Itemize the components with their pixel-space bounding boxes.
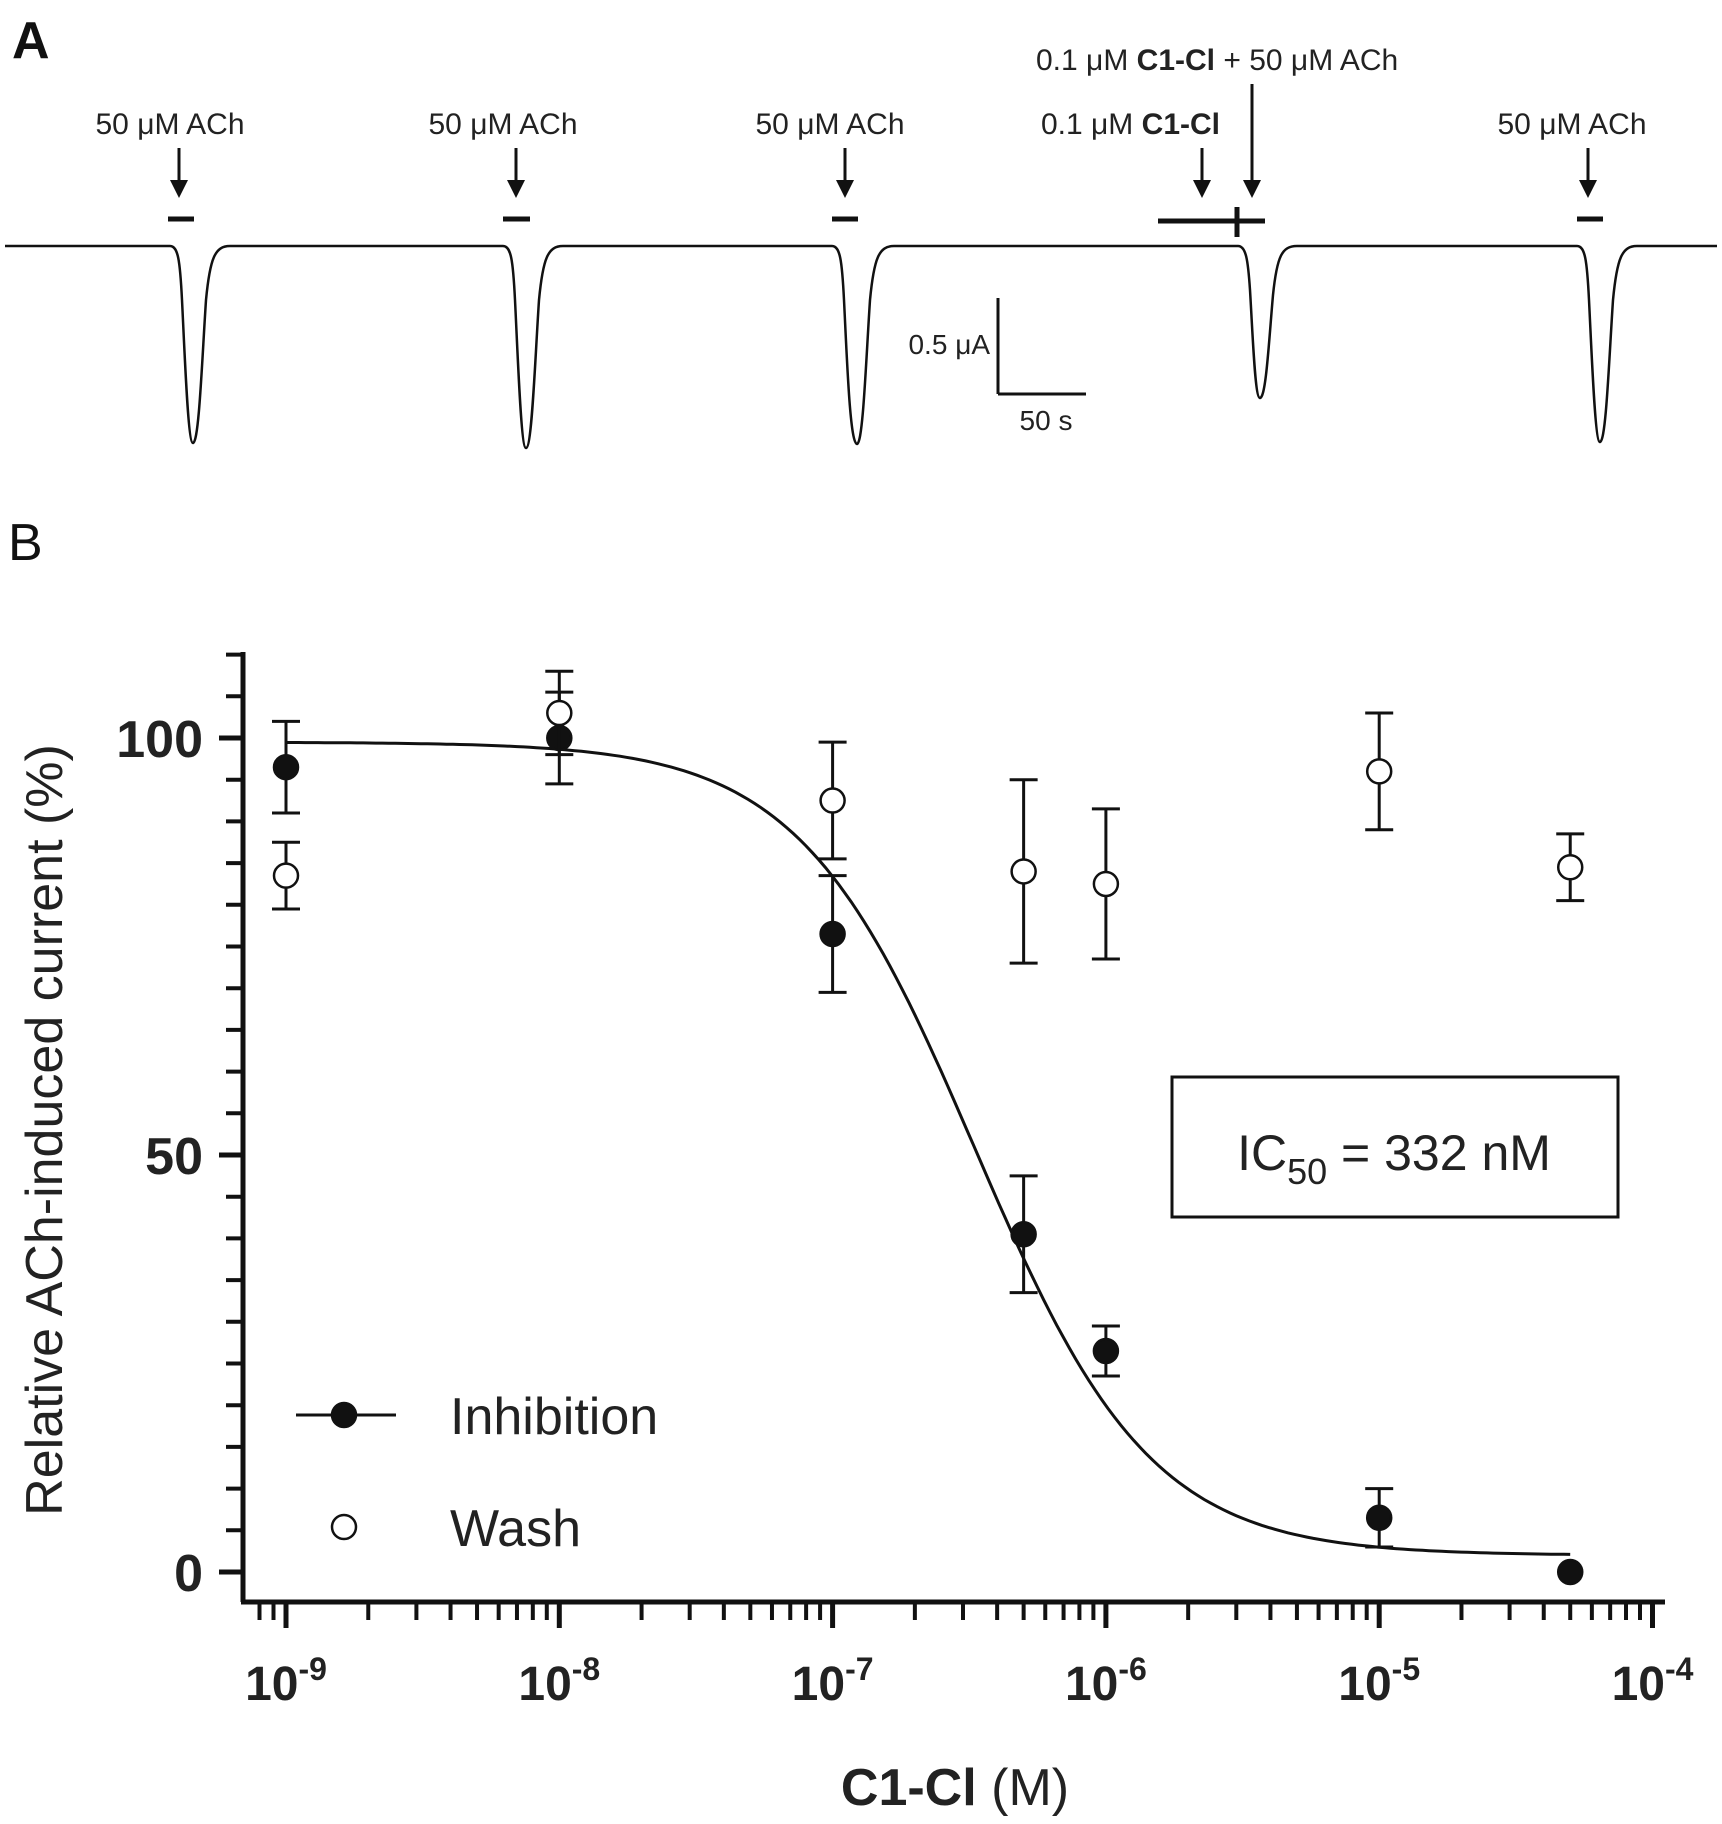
legend-label-wash: Wash — [450, 1500, 581, 1558]
panel-b-letter: B — [8, 514, 43, 572]
ic50-box: IC50 = 332 nM — [1170, 1075, 1620, 1219]
x-tick-label: 10-6 — [1065, 1651, 1147, 1711]
app-label-combo: 0.1 μM C1-Cl + 50 μM ACh — [1036, 44, 1398, 77]
x-tick-label: 10-4 — [1612, 1651, 1694, 1711]
data-point-inhibition — [1010, 1220, 1037, 1248]
ic50-prefix: IC — [1237, 1125, 1287, 1181]
data-point-wash — [1010, 858, 1037, 885]
data-point-wash — [546, 699, 573, 727]
x-ticks — [257, 1602, 1655, 1628]
arrow-5 — [1579, 148, 1597, 198]
app-label-2: 50 μM ACh — [428, 108, 577, 141]
data-point-wash — [819, 787, 846, 814]
arrow-3 — [836, 148, 854, 198]
y-axis-title: Relative ACh-induced current (%) — [16, 744, 74, 1516]
fit-curve — [286, 741, 1571, 1556]
legend-marker-inhibition — [330, 1401, 358, 1429]
data-point-wash — [1556, 854, 1584, 881]
y-tick-label: 100 — [116, 711, 203, 769]
y-tick-labels: 0 50 100 — [116, 711, 203, 1603]
x-tick-label: 10-8 — [518, 1651, 600, 1711]
current-trace — [5, 244, 1717, 450]
data-point-wash — [1092, 870, 1120, 898]
panel-b: B 0 50 100 10-9 10-8 10-7 10-6 10-5 10-4 Relati… — [8, 514, 1694, 1817]
x-axis-title-bold: C1-Cl — [841, 1759, 977, 1817]
app-label-combo-name: C1-Cl — [1137, 44, 1215, 77]
ic50-text: IC50 = 332 nM — [1237, 1125, 1551, 1192]
data-point-wash — [272, 862, 300, 889]
y-ticks — [219, 652, 243, 1575]
x-tick-label: 10-5 — [1338, 1651, 1420, 1711]
y-tick-label: 50 — [145, 1128, 203, 1186]
arrow-c1cl — [1193, 148, 1211, 198]
scale-time-label: 50 s — [1020, 405, 1073, 436]
data-point-inhibition — [1092, 1337, 1120, 1365]
app-label-c1cl-name: C1-Cl — [1142, 108, 1220, 141]
legend-item-wash: Wash — [330, 1500, 581, 1558]
series-wash — [272, 669, 1585, 965]
app-label-1: 50 μM ACh — [95, 108, 244, 141]
legend: Inhibition Wash — [296, 1388, 658, 1558]
legend-label-inhibition: Inhibition — [450, 1388, 658, 1446]
data-point-inhibition — [1365, 1504, 1393, 1532]
dose-response-chart: 0 50 100 10-9 10-8 10-7 10-6 10-5 10-4 — [116, 652, 1694, 1711]
app-label-c1cl: 0.1 μM C1-Cl — [1041, 108, 1220, 141]
data-point-inhibition — [272, 753, 300, 781]
y-tick-label: 0 — [174, 1545, 203, 1603]
scale-current-label: 0.5 μA — [908, 329, 990, 360]
x-axis-title: C1-Cl (M) — [841, 1759, 1069, 1817]
ic50-value: = 332 nM — [1327, 1125, 1551, 1181]
data-marks — [272, 669, 1585, 1586]
arrow-1 — [170, 148, 188, 198]
app-label-c1cl-prefix: 0.1 μM — [1041, 108, 1133, 141]
data-point-inhibition — [819, 920, 846, 948]
legend-item-inhibition: Inhibition — [296, 1388, 658, 1446]
x-tick-labels: 10-9 10-8 10-7 10-6 10-5 10-4 — [245, 1651, 1694, 1711]
x-tick-label: 10-7 — [792, 1651, 874, 1711]
app-label-combo-suffix: + 50 μM ACh — [1223, 44, 1398, 77]
legend-marker-wash — [330, 1513, 358, 1541]
x-axis-title-unit: (M) — [977, 1759, 1069, 1817]
panel-a-letter: A — [12, 12, 50, 70]
app-label-combo-prefix: 0.1 μM — [1036, 44, 1128, 77]
data-point-inhibition — [1556, 1558, 1584, 1586]
panel-a: A 50 μM ACh 50 μM ACh 50 μM ACh 50 μM AC… — [5, 12, 1717, 450]
data-point-wash — [1365, 758, 1393, 785]
scale-bar: 0.5 μA 50 s — [908, 298, 1086, 436]
ic50-sub: 50 — [1287, 1151, 1327, 1192]
arrow-combo — [1243, 84, 1261, 198]
app-label-3: 50 μM ACh — [755, 108, 904, 141]
x-tick-label: 10-9 — [245, 1651, 327, 1711]
arrow-2 — [507, 148, 525, 198]
app-label-5: 50 μM ACh — [1497, 108, 1646, 141]
